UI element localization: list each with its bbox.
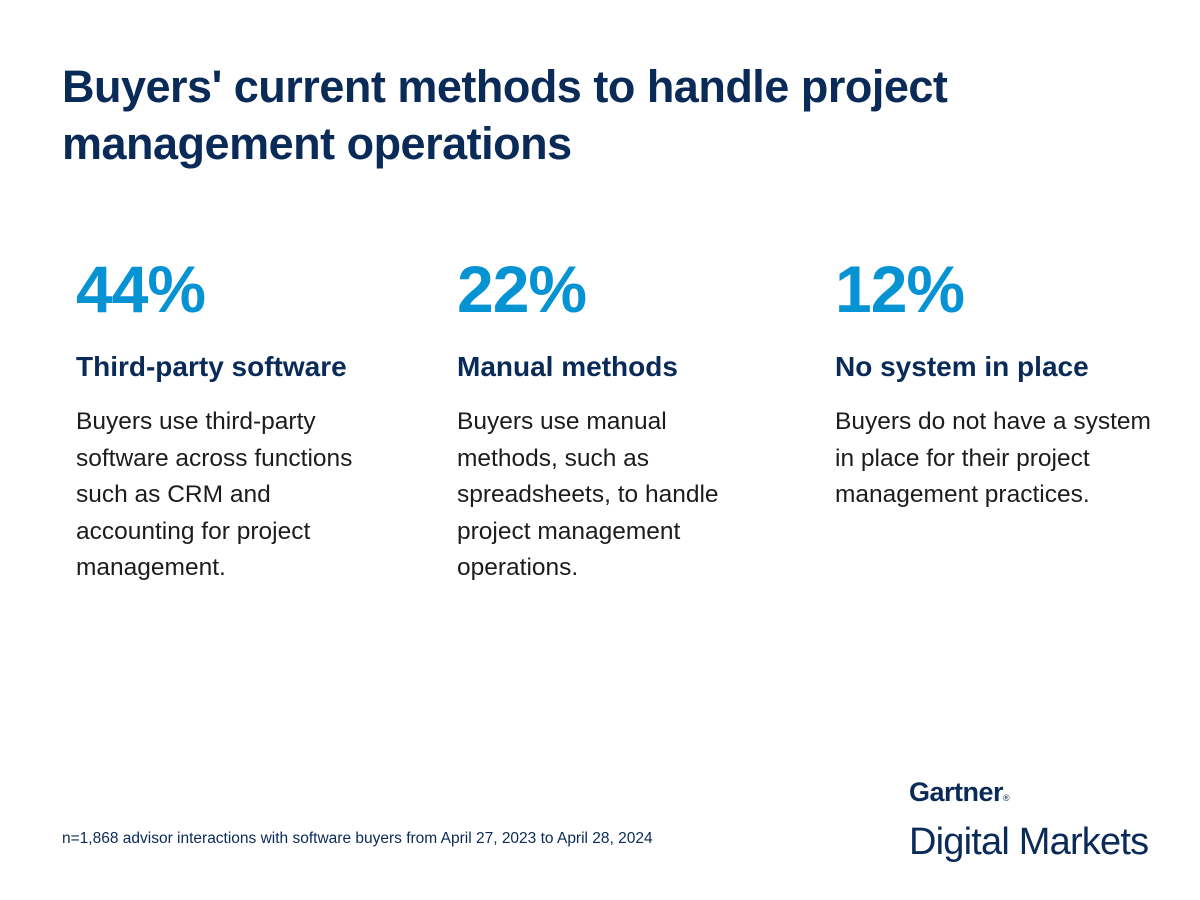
stat-heading: No system in place (835, 351, 1089, 382)
stat-heading: Manual methods (457, 351, 678, 382)
logo-product: Digital Markets (909, 821, 1149, 863)
logo-brand: Gartner® (909, 776, 1148, 814)
gartner-digital-markets-logo: Gartner® Digital Markets (909, 776, 1149, 864)
stat-description: Buyers use third-party software across f… (76, 408, 353, 581)
stat-block-manual: 22% Manual methods Buyers use manual met… (457, 252, 719, 587)
logo-brand-text: Gartner (909, 777, 1004, 807)
stat-heading: Third-party software (76, 351, 347, 382)
stat-block-no-system: 12% No system in place Buyers do not hav… (835, 252, 1155, 514)
registered-mark: ® (1003, 793, 1010, 803)
footnote: n=1,868 advisor interactions with softwa… (62, 830, 653, 847)
stat-value: 22% (457, 252, 587, 326)
stat-value: 44% (76, 252, 206, 326)
stat-description: Buyers use manual methods, such as sprea… (457, 408, 719, 581)
stat-block-third-party: 44% Third-party software Buyers use thir… (76, 252, 396, 587)
page-title: Buyers' current methods to handle projec… (62, 61, 948, 169)
stat-description: Buyers do not have a system in place for… (835, 408, 1151, 508)
stat-value: 12% (835, 252, 965, 326)
